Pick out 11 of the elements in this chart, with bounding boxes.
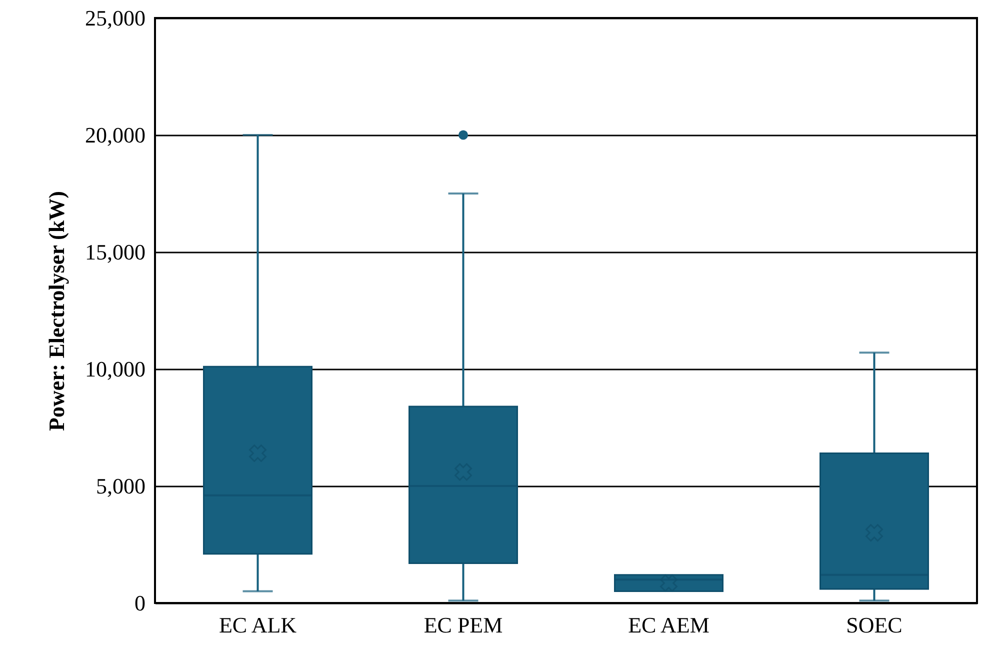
x-tick-label: EC AEM [628, 612, 710, 638]
x-tick-label: EC ALK [218, 612, 297, 638]
x-tick-label: EC PEM [424, 612, 503, 638]
y-tick-label: 10,000 [85, 356, 146, 382]
y-tick-label: 25,000 [85, 6, 146, 30]
y-axis-title: Power: Electrolyser (kW) [44, 191, 69, 431]
y-tick-label: 5,000 [96, 474, 146, 498]
x-tick-label: SOEC [846, 612, 902, 638]
y-tick-label: 20,000 [85, 122, 146, 148]
y-tick-label: 0 [134, 590, 146, 616]
y-tick-label: 15,000 [85, 240, 146, 264]
